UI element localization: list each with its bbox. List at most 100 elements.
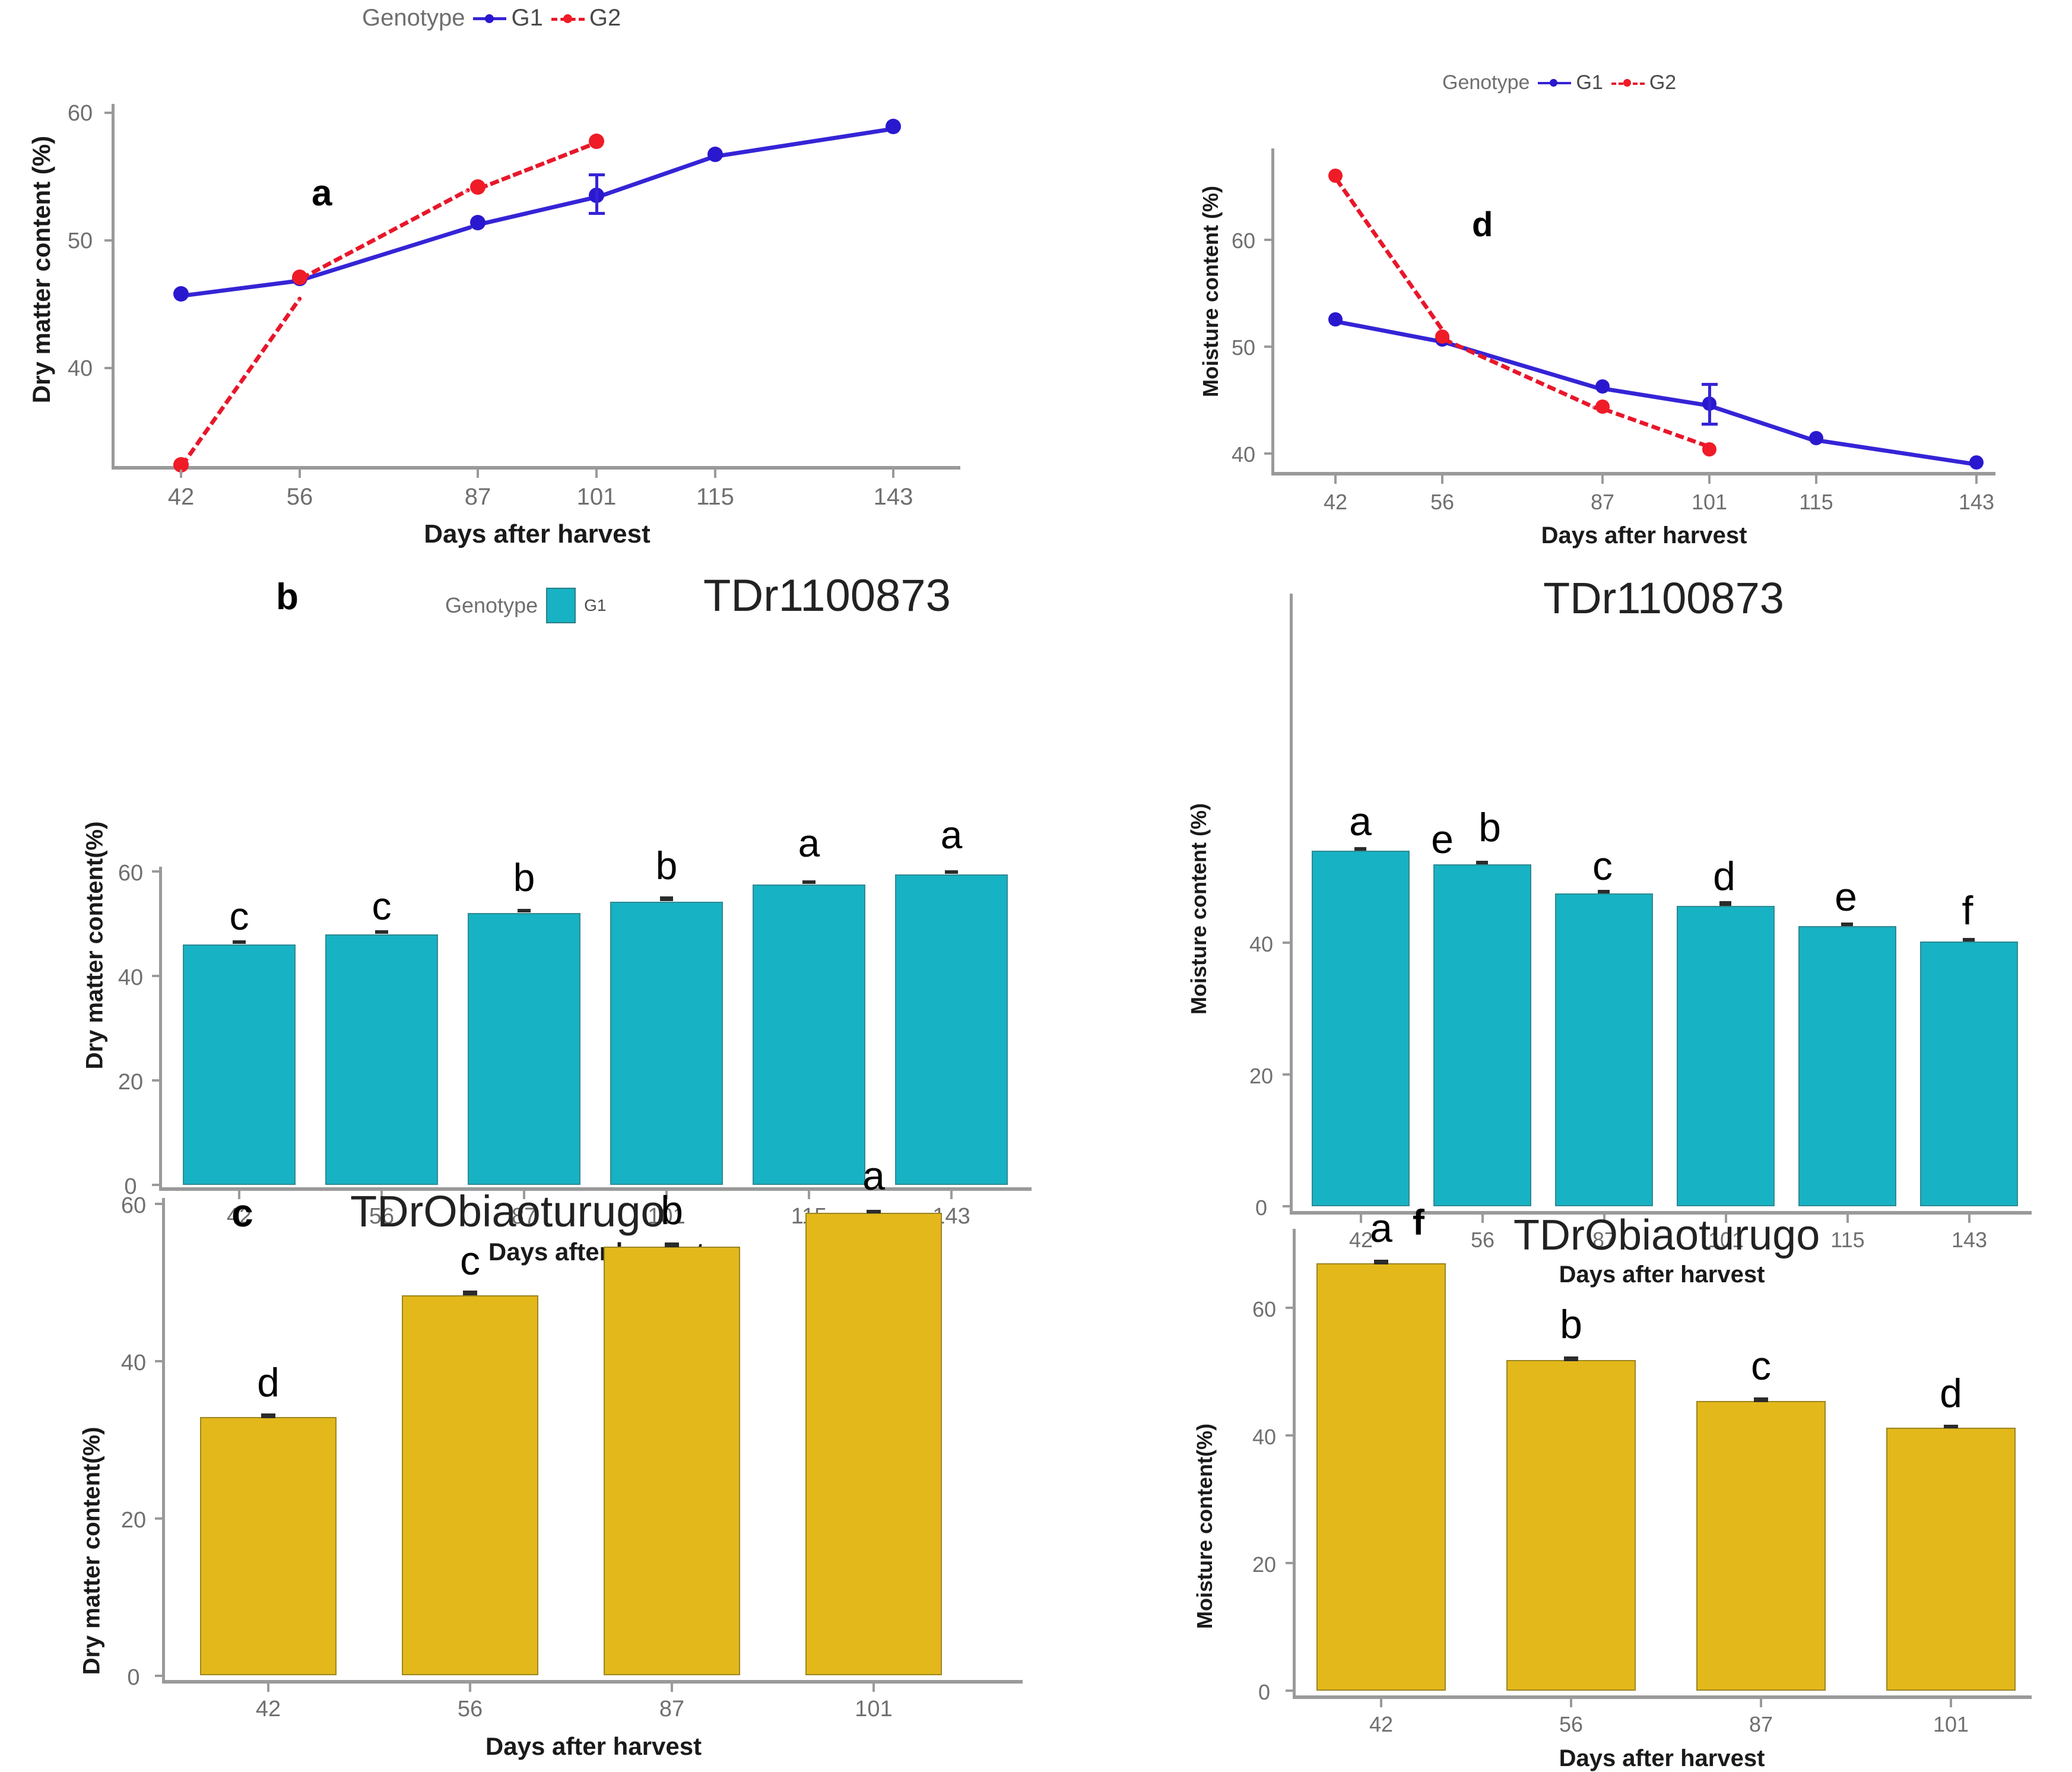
panel-f-sig-letter: b (1560, 1302, 1582, 1347)
panel-c-errorbar (867, 1210, 881, 1213)
table-row (325, 934, 438, 1185)
panel-e-errorbar (1963, 938, 1975, 942)
panel-f-xtick-label: 42 (1369, 1712, 1394, 1736)
panel-a-xtick-mark (714, 470, 716, 478)
table-row (1555, 893, 1653, 1206)
panel-b-ytick-60: 60 (118, 861, 144, 886)
panel-a-g1-errorbar-cap (589, 212, 605, 215)
panel-b-ytick-mark (152, 1079, 160, 1082)
panel-c-sig-letter: d (257, 1360, 280, 1405)
panel-e-xtick-label: 42 (1348, 1228, 1373, 1252)
panel-d-ytick-60: 60 (1231, 229, 1256, 253)
panel-e-x-axis-title: Days after harvest (1559, 1261, 1765, 1288)
table-row (200, 1417, 337, 1675)
table-row (1312, 851, 1410, 1206)
panel-d-g1-segment (1708, 404, 1814, 442)
panel-f-xtick-mark (1950, 1699, 1952, 1707)
panel-c-xtick-mark (872, 1684, 875, 1692)
panel-b-sig-letter: c (372, 884, 392, 928)
panel-d-ytick-40: 40 (1231, 442, 1256, 467)
panel-e-xtick-mark (1968, 1215, 1971, 1223)
panel-d-g2-segment (1441, 337, 1598, 411)
panel-c-xtick-label: 87 (659, 1697, 685, 1722)
panel-c-letter: c (231, 1191, 253, 1235)
panel-d-g1-segment (1335, 319, 1442, 344)
legend-label-g2: G2 (1649, 71, 1677, 94)
panel-f-xtick-mark (1760, 1699, 1762, 1707)
panel-e-xtick-mark (1603, 1215, 1605, 1223)
panel-d-ytick-mark-40 (1264, 452, 1273, 455)
panel-d-ytick-mark-50 (1264, 345, 1273, 348)
panel-d-xtick-mark (1601, 476, 1604, 484)
panel-d-x-axis (1271, 472, 1995, 476)
panel-a-g2-segment (179, 296, 303, 468)
panel-b-xtick-mark (665, 1191, 668, 1199)
panel-b-xtick-label: 42 (226, 1204, 252, 1229)
panel-c-sig-letter: c (460, 1238, 480, 1283)
panel-a-g2-point (292, 270, 307, 285)
panel-c-ytick-20: 20 (120, 1508, 147, 1533)
panel-c-sig-letter: a (862, 1153, 885, 1199)
panel-b-xtick-mark (808, 1191, 810, 1199)
panel-e-ytick-mark (1283, 1073, 1291, 1076)
panel-d-xtick-mark (1815, 476, 1817, 484)
panel-c-xtick-label: 56 (457, 1697, 483, 1722)
panel-a-y-axis (112, 104, 115, 466)
panel-e-xtick-mark (1360, 1215, 1362, 1223)
panel-e-x-axis (1290, 1211, 2032, 1215)
panel-e-xtick-label: 115 (1830, 1228, 1865, 1252)
panel-d-g2-point (1595, 400, 1610, 414)
panel-a-letter: a (312, 173, 332, 214)
panel-a-xtick-mark (180, 470, 182, 478)
panel-a-ytick-mark-50 (104, 239, 113, 242)
panel-d-y-axis (1271, 148, 1274, 472)
legend-line-red-icon (551, 14, 585, 23)
legend-item-g1: G1 (1538, 71, 1603, 94)
legend-title: Genotype (1442, 71, 1530, 94)
panel-a-legend: Genotype G1 G2 (362, 5, 621, 31)
panel-b-errorbar (802, 880, 816, 884)
panel-d-xtick-mark (1441, 476, 1443, 484)
panel-d-xtick-label: 42 (1323, 490, 1348, 514)
panel-d-g1-segment (1816, 438, 1978, 467)
panel-b-sig-letter: a (798, 821, 820, 865)
panel-f-ytick-20: 20 (1252, 1552, 1277, 1577)
panel-a-g1-segment (180, 278, 300, 298)
panel-a-g2-point (470, 179, 486, 195)
panel-d-xtick-label: 56 (1430, 490, 1455, 514)
panel-d-g2-point (1328, 169, 1343, 183)
panel-a-x-axis-title: Days after harvest (424, 519, 651, 549)
panel-a-xtick-label: 143 (873, 484, 913, 510)
panel-d-g1-point (1969, 455, 1984, 470)
panel-d-moisture-line-chart: Genotype G1 G2 Moisture content (%) 60 5… (1110, 0, 2071, 564)
panel-f-ytick-mark (1286, 1689, 1294, 1692)
panel-e-sig-letter: e (1835, 874, 1857, 920)
panel-b-dry-matter-bar-chart: b Genotype G1 TDr1100873 Dry matter cont… (0, 564, 1068, 1266)
table-row (1798, 926, 1896, 1206)
panel-e-sig-letter: b (1478, 805, 1501, 850)
panel-f-errorbar (1944, 1425, 1958, 1428)
panel-d-g1-errorbar-cap (1702, 423, 1718, 426)
panel-d-g1-errorbar-cap (1702, 383, 1718, 386)
panel-a-g1-segment (715, 126, 894, 159)
panel-b-sig-letter: b (513, 855, 535, 899)
panel-d-xtick-mark (1975, 476, 1978, 484)
panel-e-xtick-label: 87 (1592, 1228, 1617, 1252)
panel-c-dry-matter-bar-chart: c TDrObiaoturugo Dry matter content(%) 6… (0, 1128, 1068, 1760)
panel-a-xtick-label: 101 (576, 484, 617, 510)
panel-b-ytick-40: 40 (118, 965, 144, 990)
table-row (402, 1295, 538, 1675)
panel-a-ytick-50: 50 (67, 229, 93, 253)
panel-b-y-axis-title: Dry matter content(%) (81, 821, 108, 1070)
panel-b-sig-letter: c (229, 894, 249, 938)
panel-d-g1-point (1595, 379, 1610, 394)
panel-c-errorbar (463, 1291, 477, 1295)
panel-a-g1-point (707, 147, 723, 162)
table-row (610, 902, 723, 1185)
panel-e-xtick-mark (1481, 1215, 1484, 1223)
panel-f-xtick-label: 101 (1933, 1712, 1969, 1736)
legend-title: Genotype (362, 5, 465, 31)
panel-a-g1-point (470, 215, 486, 230)
panel-e-xtick-label: 56 (1470, 1228, 1495, 1252)
panel-a-g1-point (173, 286, 189, 302)
